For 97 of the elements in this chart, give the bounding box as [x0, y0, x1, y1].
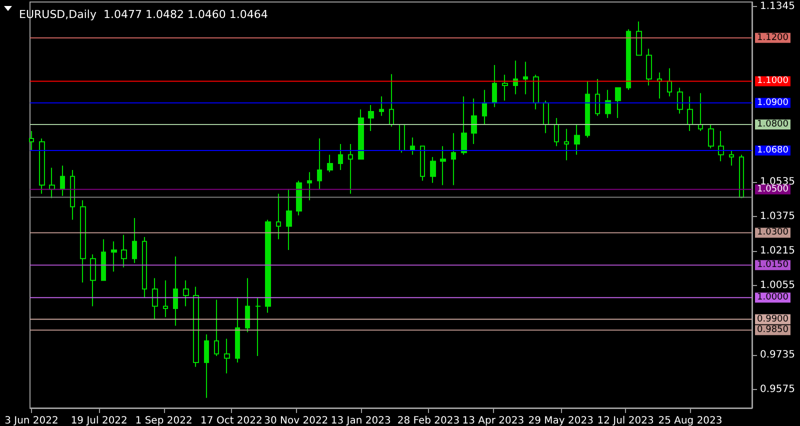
candlestick	[276, 193, 281, 240]
candlestick	[410, 136, 415, 156]
candlestick	[358, 108, 364, 160]
y-tick-label: 1.0215	[760, 246, 795, 257]
candlestick	[327, 154, 333, 173]
candlestick	[646, 48, 652, 86]
ref-line-label: 1.0300	[757, 228, 789, 238]
candlestick	[451, 132, 456, 186]
candlestick	[224, 338, 230, 374]
candlestick	[142, 236, 147, 298]
x-tick-label: 3 Jun 2022	[4, 416, 58, 426]
candlestick	[338, 143, 343, 170]
candlestick	[564, 128, 569, 161]
x-tick-label: 28 Feb 2023	[397, 416, 460, 426]
candlestick	[90, 254, 96, 307]
y-tick-label: 1.0055	[760, 280, 795, 292]
ref-line-label: 1.0150	[757, 260, 789, 270]
ref-line-label: 1.0500	[757, 184, 789, 194]
candlestick	[605, 89, 611, 118]
x-tick-label: 17 Oct 2022	[200, 416, 262, 426]
candlestick	[348, 143, 353, 194]
ref-line-label: 1.0680	[757, 145, 789, 156]
candlestick	[70, 169, 75, 220]
candlestick	[698, 92, 703, 132]
candlestick	[636, 20, 642, 56]
candlestick	[574, 124, 580, 156]
candlestick	[687, 96, 693, 132]
candlestick	[461, 96, 467, 156]
candlestick	[718, 130, 724, 162]
candlestick	[626, 28, 631, 90]
x-tick-label: 30 Nov 2022	[264, 416, 328, 426]
ref-line-label: 1.0800	[757, 119, 789, 130]
x-tick-label: 25 Aug 2023	[658, 416, 722, 426]
candlestick	[183, 280, 189, 307]
candlestick	[111, 240, 117, 272]
candlestick	[101, 238, 106, 281]
x-tick-label: 19 Jul 2022	[70, 416, 128, 426]
candlestick	[204, 334, 209, 398]
ref-line-label: 1.1200	[757, 32, 789, 43]
candlestick	[492, 64, 497, 108]
candlestick	[317, 138, 322, 190]
candlestick	[39, 138, 45, 194]
candlestick	[420, 146, 425, 182]
candlestick	[585, 80, 590, 138]
candlestick	[368, 104, 374, 132]
ref-line-label: 1.0000	[757, 292, 789, 303]
ref-line-label: 0.9850	[757, 325, 789, 336]
y-tick-label: 1.1345	[760, 1, 795, 12]
candlestick	[379, 96, 384, 116]
candlestick	[152, 278, 158, 320]
x-tick-label: 1 Sep 2022	[135, 416, 192, 426]
candlestick	[214, 299, 219, 357]
candlestick	[121, 234, 127, 268]
x-tick-label: 13 Jan 2023	[330, 416, 391, 426]
candlestick	[502, 74, 508, 102]
y-tick-label: 1.0375	[760, 210, 795, 222]
candlestick	[307, 172, 312, 201]
candlestick	[80, 200, 86, 283]
candlestick	[667, 68, 672, 97]
candlestick	[440, 146, 446, 186]
candlestick	[523, 61, 528, 95]
candlestick	[173, 256, 178, 326]
candlestick	[708, 124, 714, 149]
candlestick	[60, 165, 65, 196]
candlestick	[389, 74, 394, 128]
candlestick	[399, 124, 405, 154]
candlestick	[193, 286, 199, 368]
candlestick	[471, 98, 477, 144]
candlestick	[533, 74, 539, 110]
candlestick	[265, 219, 271, 314]
candlestick	[163, 280, 168, 318]
candlestick	[245, 278, 250, 333]
candlestick	[543, 100, 549, 134]
candlestick	[739, 154, 744, 198]
candlestick	[296, 180, 302, 216]
ref-line-label: 0.9900	[757, 314, 789, 324]
candlestick	[615, 87, 621, 118]
x-tick-label: 12 Jul 2023	[597, 416, 654, 426]
x-tick-label: 29 May 2023	[528, 416, 594, 426]
y-tick-label: 0.9735	[760, 349, 795, 360]
candlestick	[49, 167, 55, 199]
candlestick	[430, 156, 436, 184]
candlestick	[729, 150, 734, 166]
candlestick	[132, 217, 137, 264]
candlestick	[595, 78, 600, 116]
candlestick	[513, 60, 518, 95]
candlestick	[286, 188, 292, 251]
x-tick-label: 13 Apr 2023	[462, 416, 524, 426]
candlestick	[482, 89, 487, 125]
candlestick	[255, 297, 261, 357]
candlestick	[235, 297, 240, 364]
ref-line-label: 1.0900	[757, 98, 789, 108]
candlestick	[677, 87, 683, 114]
candlestick	[554, 118, 559, 147]
y-tick-label: 0.9575	[760, 384, 795, 396]
candlestick	[29, 130, 34, 151]
ref-line-label: 1.1000	[757, 76, 789, 86]
